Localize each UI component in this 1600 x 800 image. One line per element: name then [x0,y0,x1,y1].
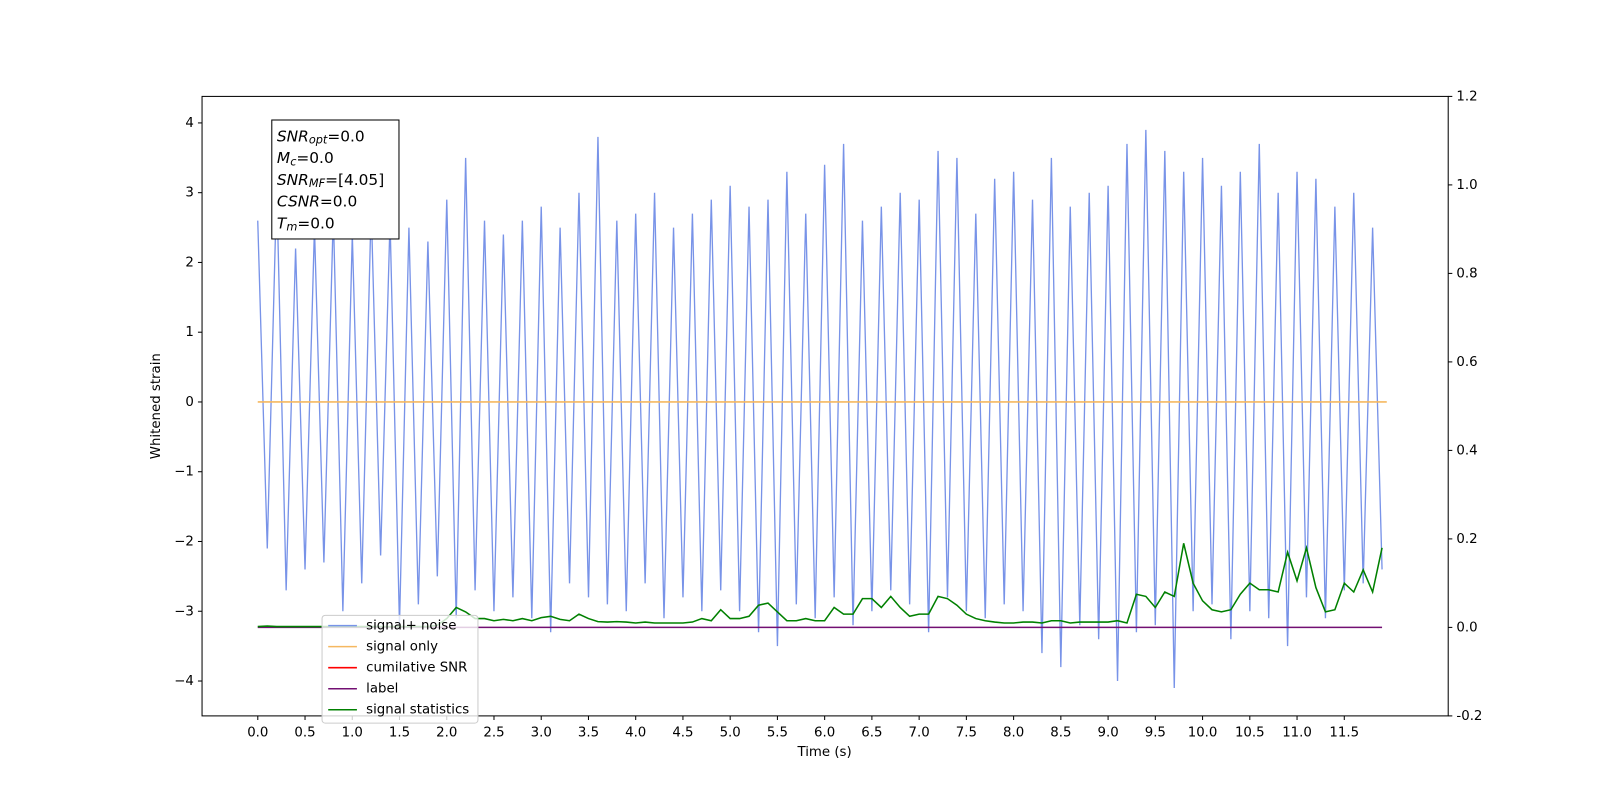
y2-tick-label: 1.2 [1456,89,1477,104]
x-tick-label: 7.5 [956,725,977,740]
annotation-line: Tm=0.0 [277,214,335,234]
annotation-line: SNRMF=[4.05] [277,170,384,190]
y-tick-label: 4 [185,116,193,131]
legend-label: signal+ noise [366,619,456,634]
x-tick-label: 11.5 [1329,725,1359,740]
annotation-line: Mc=0.0 [277,149,334,169]
annotation-value: =0.0 [296,149,333,167]
x-tick-label: 3.0 [531,725,552,740]
x-tick-label: 5.0 [720,725,741,740]
y2-tick-label: 0.8 [1456,266,1477,281]
series-line [257,129,1383,689]
x-tick-label: 0.5 [294,725,315,740]
x-tick-label: 1.5 [389,725,410,740]
y-axis-label: Whitened strain [149,353,164,459]
annotation-subscript: m [286,220,297,233]
annotation-box [271,119,400,240]
y2-tick-label: 1.0 [1456,178,1477,193]
x-tick-label: 4.0 [625,725,646,740]
x-tick-label: 2.5 [483,725,504,740]
x-tick-label: 10.0 [1188,725,1218,740]
x-tick-label: 4.5 [672,725,693,740]
x-tick-label: 8.0 [1003,725,1024,740]
annotation-value: =0.0 [297,214,334,232]
legend-label: signal statistics [366,703,469,718]
annotation-line: SNRopt=0.0 [277,127,365,147]
x-tick-label: 6.5 [861,725,882,740]
y-tick-label: 3 [185,186,193,201]
x-tick-label: 1.0 [342,725,363,740]
y-tick-label: 2 [185,255,193,270]
y2-tick-label: 0.4 [1456,443,1477,458]
y-tick-label: 0 [185,395,193,410]
annotation-value: =0.0 [320,192,357,210]
x-tick-label: 3.5 [578,725,599,740]
annotation-symbol: CSNR [277,192,320,210]
x-tick-label: 5.5 [767,725,788,740]
annotation-subscript: opt [309,134,328,147]
y-tick-label: 1 [185,325,193,340]
annotation-symbol: T [277,214,288,232]
x-tick-label: 2.0 [436,725,457,740]
x-tick-label: 6.0 [814,725,835,740]
legend-label: label [366,682,398,697]
x-tick-label: 0.0 [247,725,268,740]
annotation-symbol: M [277,149,290,167]
y2-tick-label: -0.2 [1456,709,1482,724]
y2-tick-label: 0.2 [1456,532,1477,547]
annotation-symbol: SNR [277,170,309,188]
y-tick-label: −4 [174,674,194,689]
annotation-value: =0.0 [327,127,364,145]
x-tick-label: 7.0 [909,725,930,740]
legend-box [321,614,479,724]
annotation-subscript: c [290,155,297,168]
annotation-line: CSNR=0.0 [277,192,357,210]
y-tick-label: −2 [174,534,194,549]
y2-tick-label: 0.6 [1456,355,1477,370]
y-tick-label: −1 [174,465,194,480]
x-tick-label: 9.5 [1145,725,1166,740]
x-tick-label: 8.5 [1050,725,1071,740]
legend-label: signal only [366,640,438,655]
legend-label: cumilative SNR [366,661,467,676]
x-tick-label: 10.5 [1235,725,1265,740]
annotation-subscript: MF [309,177,326,190]
annotation-symbol: SNR [277,127,309,145]
y-tick-label: −3 [174,604,194,619]
x-tick-label: 9.0 [1097,725,1118,740]
annotation-value: =[4.05] [325,170,384,188]
x-tick-label: 11.0 [1282,725,1312,740]
x-axis-label: Time (s) [797,745,852,760]
y2-tick-label: 0.0 [1456,620,1477,635]
